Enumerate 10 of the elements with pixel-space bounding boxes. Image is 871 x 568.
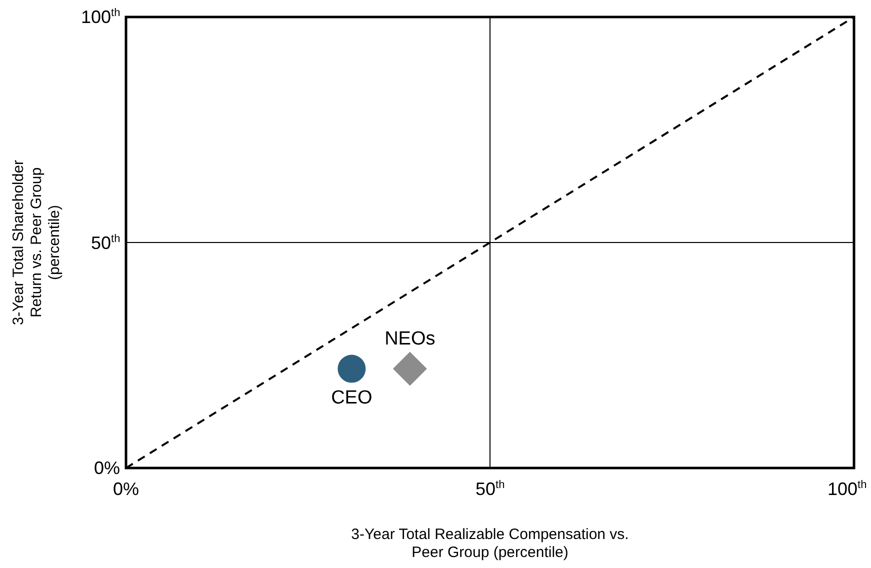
x-tick-label: 0%: [113, 479, 140, 499]
series-label: NEOs: [384, 328, 436, 350]
x-tick-label: 50$^{th}$: [476, 479, 505, 499]
series-label: CEO: [331, 388, 372, 409]
y-tick-label: 100$^{th}$: [81, 7, 120, 27]
x-axis-title: 3-Year Total Realizable Compensation vs. Peer Group (percentile): [351, 526, 629, 562]
y-tick-label: 0%: [94, 458, 120, 478]
y-axis-title: 3-Year Total Shareholder Return vs. Peer Group (percentile): [10, 160, 64, 326]
x-tick-label: 100$^{th}$: [828, 479, 867, 499]
y-tick-label: 50$^{th}$: [91, 232, 120, 252]
